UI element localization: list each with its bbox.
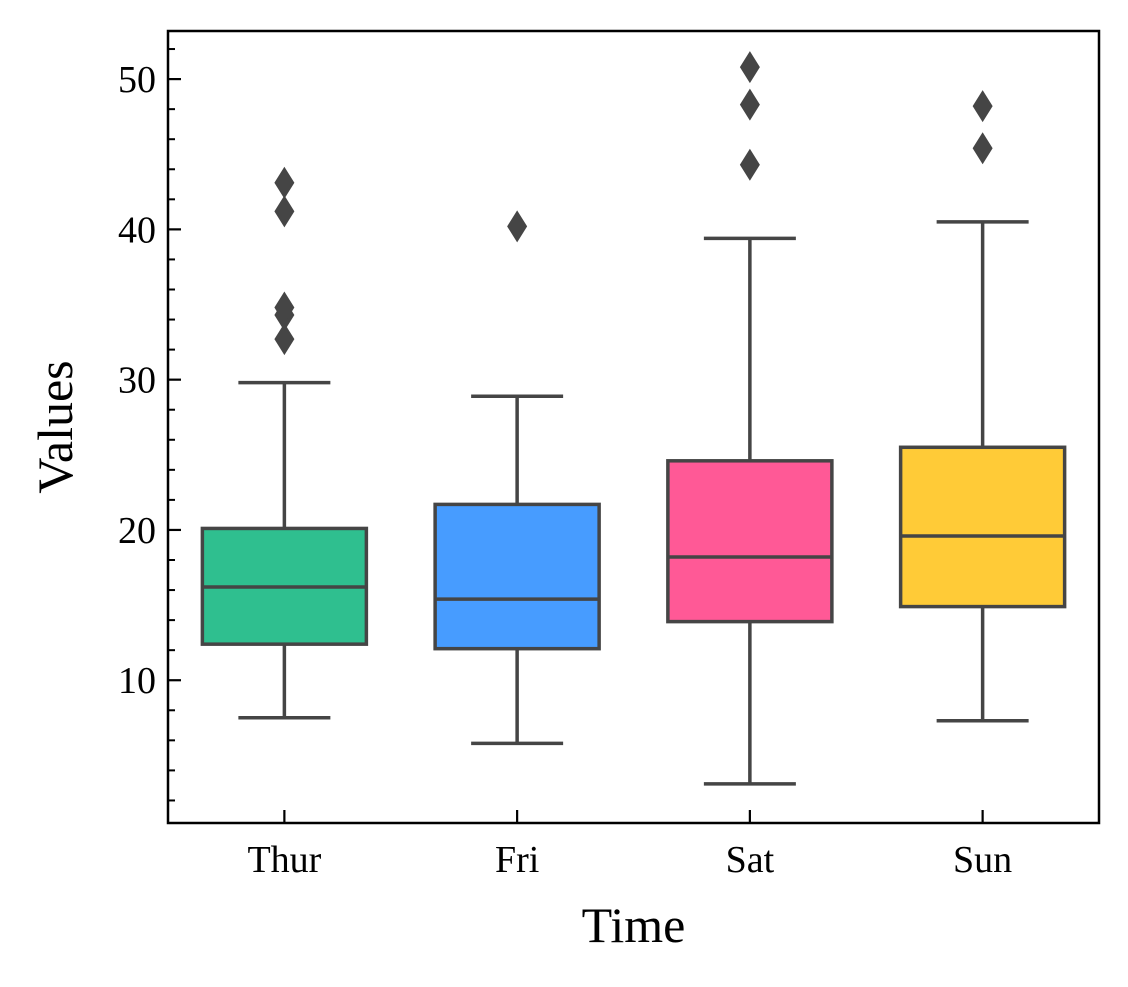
y-tick-label: 20 (118, 510, 156, 552)
box-plot-series (200, 51, 1067, 786)
outlier-point (274, 323, 295, 356)
y-tick-label: 30 (118, 360, 156, 402)
x-tick-label: Sun (953, 839, 1012, 881)
y-tick-label: 40 (118, 209, 156, 251)
box-iqr (898, 445, 1067, 609)
y-axis-ticks (168, 48, 984, 823)
y-axis-title: Values (27, 360, 83, 493)
outlier-point (739, 88, 760, 121)
box-thur (200, 166, 369, 720)
box-iqr (433, 502, 601, 651)
outlier-point (739, 51, 760, 84)
outlier-point (972, 132, 993, 165)
x-tick-label: Fri (495, 839, 539, 881)
y-tick-label: 10 (118, 660, 156, 702)
outlier-point (274, 166, 295, 199)
y-axis-tick-labels: 10 20 30 40 50 (118, 59, 156, 702)
box-sat (666, 51, 834, 786)
box-iqr (666, 459, 834, 624)
outlier-point (972, 90, 993, 123)
outlier-point (739, 148, 760, 181)
x-tick-label: Sat (726, 839, 775, 881)
y-tick-label: 50 (118, 59, 156, 101)
box-fri (433, 210, 601, 746)
outlier-point (274, 195, 295, 228)
plot-frame (166, 29, 1101, 825)
outlier-point (507, 210, 528, 243)
x-axis-title: Time (582, 897, 686, 953)
outlier-point (274, 291, 295, 324)
x-axis-tick-labels: Thur Fri Sat Sun (247, 839, 1012, 881)
x-tick-label: Thur (247, 839, 321, 881)
box-sun (898, 90, 1067, 723)
